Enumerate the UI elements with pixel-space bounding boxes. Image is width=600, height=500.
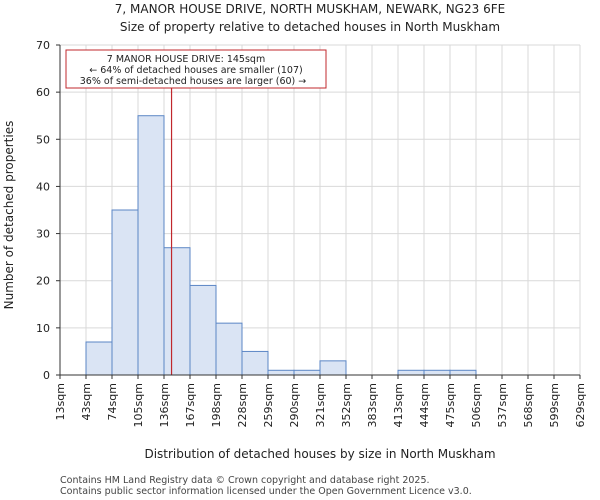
y-tick-label: 50 [36,133,50,146]
bar-444sqm [423,369,451,376]
bar-105sqm [137,115,165,376]
annotation-line-3: 36% of semi-detached houses are larger (… [80,76,307,87]
x-tick-label: 13sqm [54,383,67,420]
x-tick-label: 321sqm [314,383,327,427]
y-tick-label: 70 [36,39,50,52]
x-tick-label: 506sqm [470,383,483,427]
annotation-line-2: ← 64% of detached houses are smaller (10… [89,65,302,76]
chart-title-line1: 7, MANOR HOUSE DRIVE, NORTH MUSKHAM, NEW… [115,2,505,16]
x-tick-label: 537sqm [496,383,509,427]
bar-136sqm [163,247,191,376]
x-tick-label: 352sqm [340,383,353,427]
bar-167sqm [189,284,217,376]
y-axis-label: Number of detached properties [2,121,16,310]
x-tick-label: 383sqm [366,383,379,427]
x-tick-label: 599sqm [548,383,561,427]
y-tick-label: 30 [36,228,50,241]
bar-413sqm [397,369,425,376]
x-axis-label: Distribution of detached houses by size … [144,447,495,461]
annotation-box-frame [65,49,327,89]
bar-475sqm [449,369,477,376]
x-tick-label: 444sqm [418,383,431,427]
x-tick-label: 43sqm [80,383,93,420]
bar-259sqm [267,369,295,376]
x-tick-label: 568sqm [522,383,535,427]
y-tick-label: 40 [36,180,50,193]
bars [85,115,477,376]
bar-290sqm [293,369,321,376]
x-tick-label: 290sqm [288,383,301,427]
annotation-box: 7 MANOR HOUSE DRIVE: 145sqm ← 64% of det… [65,49,327,89]
bar-228sqm [241,350,269,376]
bar-321sqm [319,360,347,376]
bar-198sqm [215,322,243,376]
y-tick-label: 10 [36,322,50,335]
x-tick-label: 259sqm [262,383,275,427]
x-tick-label: 136sqm [158,383,171,427]
x-tick-label: 198sqm [210,383,223,427]
x-tick-label: 475sqm [444,383,457,427]
x-tick-label: 105sqm [132,383,145,427]
y-tick-label: 0 [43,369,50,382]
annotation-line-1: 7 MANOR HOUSE DRIVE: 145sqm [107,54,265,65]
x-tick-label: 74sqm [106,383,119,420]
bar-43sqm [85,341,113,376]
x-tick-label: 167sqm [184,383,197,427]
x-tick-label: 413sqm [392,383,405,427]
x-tick-label: 228sqm [236,383,249,427]
x-tick-label: 629sqm [574,383,587,427]
footer-line1: Contains HM Land Registry data © Crown c… [60,475,430,486]
y-tick-label: 20 [36,275,50,288]
chart-title-line2: Size of property relative to detached ho… [120,20,500,34]
y-tick-label: 60 [36,86,50,99]
y-tick-labels: 0 10 20 30 40 50 60 70 [36,39,60,382]
x-tick-labels: 13sqm 43sqm 74sqm 105sqm 136sqm 167sqm 198sqm 2… [54,375,587,427]
bar-74sqm [111,209,139,376]
footer-line2: Contains public sector information licen… [60,486,472,497]
